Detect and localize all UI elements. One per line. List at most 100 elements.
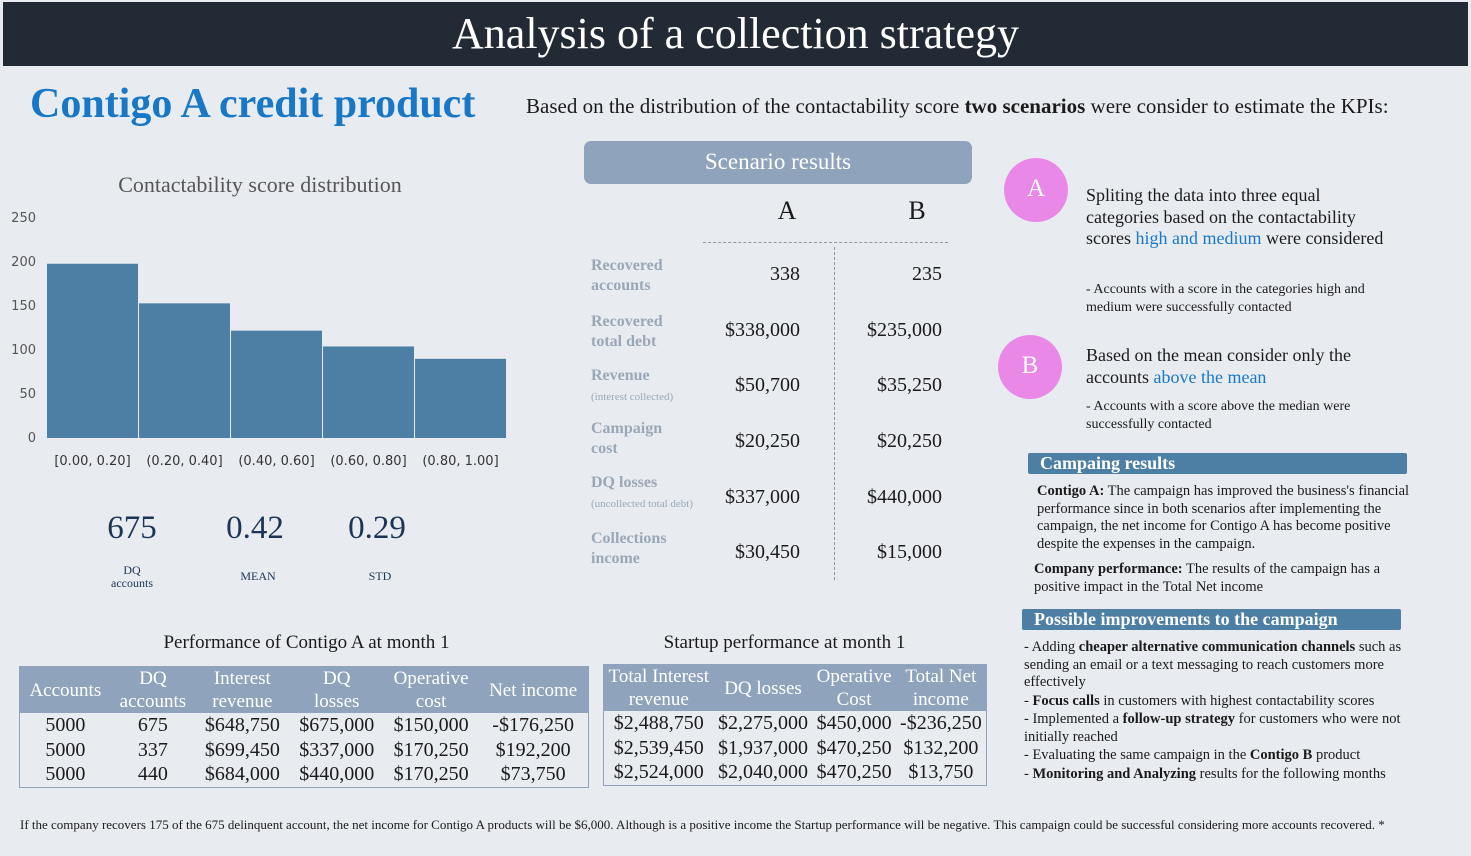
scenario-a-text-1: Spliting the data into three equal categ… bbox=[1086, 185, 1356, 248]
table-cell: $675,000 bbox=[299, 714, 375, 736]
scenario-row-label-2: income bbox=[591, 550, 640, 567]
perf-col-header-2: cost bbox=[415, 691, 447, 712]
histogram-bar bbox=[47, 263, 138, 438]
scenario-a-value: $20,250 bbox=[735, 430, 800, 452]
table-row: 5000 675 $648,750 $675,000 $150,000 -$17… bbox=[20, 713, 589, 738]
scenario-row-sub: (uncollected total debt) bbox=[591, 498, 694, 510]
improvement-bold: Monitoring and Analyzing bbox=[1032, 765, 1197, 782]
startup-col-header: DQ losses bbox=[713, 664, 813, 711]
perf-col-header-1: Operative bbox=[393, 668, 469, 689]
scenario-b-value: $15,000 bbox=[877, 541, 942, 563]
startup-table-header-row: Total Interest revenue DQ losses Operativ… bbox=[603, 664, 987, 711]
perf-table-header-row: Accounts DQ accounts Interest revenue DQ lo… bbox=[19, 666, 589, 713]
x-tick-label: (0.60, 0.80] bbox=[330, 454, 406, 469]
scenario-b-value: $235,000 bbox=[867, 319, 942, 341]
table-row: 5000 337 $699,450 $337,000 $170,250 $192… bbox=[20, 738, 589, 763]
startup-col-header-1: Operative bbox=[816, 666, 892, 687]
perf-table-title: Performance of Contigo A at month 1 bbox=[163, 632, 450, 653]
scenario-header: Scenario results bbox=[584, 141, 972, 184]
perf-col-header-1: Net income bbox=[489, 679, 578, 701]
campaign-results-title: Campaing results bbox=[1028, 453, 1407, 474]
table-cell: 440 bbox=[137, 763, 168, 785]
stat-dq-label: DQ accounts bbox=[72, 564, 192, 590]
campaign-contigo-body: The campaign has improved the business's… bbox=[1037, 483, 1410, 552]
footnote: If the company recovers 175 of the 675 d… bbox=[20, 817, 1385, 832]
table-cell: $2,539,450 bbox=[613, 736, 704, 759]
scenario-row-label-1: Recovered bbox=[591, 257, 663, 274]
startup-col-header: Total Net income bbox=[895, 664, 987, 711]
scenario-row-label-1: Recovered bbox=[591, 313, 663, 330]
table-cell: $1,937,000 bbox=[718, 736, 808, 759]
y-tick-label: 0 bbox=[28, 431, 36, 446]
chart-title: Contactability score distribution bbox=[118, 172, 402, 197]
scenario-a-text-2: were considered bbox=[1261, 228, 1384, 248]
perf-col-header-1: DQ bbox=[139, 668, 167, 689]
scenario-a-text: Spliting the data into three equal categ… bbox=[1086, 185, 1396, 250]
startup-table: Total Interest revenue DQ losses Operativ… bbox=[603, 664, 987, 786]
perf-table: Accounts DQ accounts Interest revenue DQ lo… bbox=[19, 666, 589, 788]
scenario-b-value: $20,250 bbox=[877, 430, 942, 452]
improvement-item: - Implemented a follow-up strategy for c… bbox=[1024, 711, 1434, 746]
scenario-row-label-1: Collections bbox=[591, 530, 667, 547]
improvement-item: - Evaluating the same campaign in the Co… bbox=[1024, 747, 1434, 765]
improvement-bold: Contigo B bbox=[1249, 747, 1313, 763]
table-cell: $192,200 bbox=[495, 738, 571, 761]
scenario-a-value: $50,700 bbox=[735, 374, 800, 396]
table-cell: $132,200 bbox=[903, 736, 979, 759]
improvement-post: for customers who were not initially rea… bbox=[1024, 711, 1401, 745]
scenario-row-label: Recovered total debt bbox=[591, 312, 663, 352]
table-cell: $440,000 bbox=[299, 763, 375, 785]
table-cell: $699,450 bbox=[204, 738, 280, 761]
y-tick-label: 100 bbox=[11, 343, 36, 358]
table-cell: $73,750 bbox=[500, 763, 566, 785]
histogram-bar bbox=[323, 346, 414, 438]
perf-col-header: Accounts bbox=[19, 666, 111, 713]
scenario-a-value: $338,000 bbox=[725, 319, 800, 341]
scenario-row-label-1: DQ losses bbox=[591, 474, 658, 491]
scenario-b-value: 235 bbox=[912, 263, 942, 285]
x-tick-label: (0.20, 0.40] bbox=[146, 454, 222, 469]
scenario-row-label-2: cost bbox=[591, 440, 618, 457]
histogram-bar bbox=[231, 330, 322, 438]
x-tick-label: (0.40, 0.60] bbox=[238, 454, 314, 469]
startup-col-header-1: Total Net bbox=[905, 666, 977, 687]
scenario-row-label: Collections income bbox=[591, 529, 667, 569]
scenario-b-text: Based on the mean consider only the acco… bbox=[1086, 345, 1386, 388]
table-cell: $2,040,000 bbox=[718, 761, 808, 783]
improvement-bold: follow-up strategy bbox=[1122, 711, 1236, 727]
y-tick-label: 200 bbox=[11, 255, 36, 270]
table-cell: 5000 bbox=[45, 714, 86, 736]
improvement-post: product bbox=[1312, 747, 1361, 763]
stat-dq-label-2: accounts bbox=[111, 576, 153, 590]
product-title: Contigo A credit product bbox=[30, 81, 476, 127]
histogram-bar bbox=[415, 358, 506, 438]
table-row: $2,539,450 $1,937,000 $470,250 $132,200 bbox=[604, 736, 987, 761]
page-header: Analysis of a collection strategy bbox=[3, 2, 1468, 66]
scenario-b-text-1: Based on the mean consider only the acco… bbox=[1086, 345, 1351, 387]
scenario-row-label-2: total debt bbox=[591, 333, 657, 350]
table-cell: $450,000 bbox=[816, 712, 892, 734]
table-row: $2,524,000 $2,040,000 $470,250 $13,750 bbox=[604, 760, 987, 785]
startup-col-header-1: DQ losses bbox=[724, 677, 802, 699]
perf-col-header-1: Interest bbox=[213, 668, 271, 689]
y-tick-label: 50 bbox=[19, 387, 36, 402]
table-cell: 337 bbox=[137, 738, 168, 761]
stat-std-label: STD bbox=[368, 569, 392, 583]
improvement-item: - Monitoring and Analyzing results for t… bbox=[1024, 766, 1434, 784]
scenario-row-label: DQ losses (uncollected total debt) bbox=[591, 473, 693, 514]
table-cell: $470,250 bbox=[816, 736, 892, 759]
startup-col-header-2: revenue bbox=[628, 689, 689, 710]
scenario-b-value: $440,000 bbox=[867, 486, 942, 508]
histogram-bar bbox=[139, 303, 230, 438]
scenario-b-note: - Accounts with a score above the median… bbox=[1086, 399, 1351, 432]
table-cell: $470,250 bbox=[816, 761, 892, 783]
perf-col-header-1: Accounts bbox=[29, 679, 102, 701]
y-tick-label: 250 bbox=[11, 211, 36, 226]
scenario-a-highlight: high and medium bbox=[1135, 228, 1262, 248]
campaign-contigo-text: Contigo A: The campaign has improved the… bbox=[1037, 483, 1427, 553]
improvement-pre: - bbox=[1024, 765, 1033, 782]
intro-before: Based on the distribution of the contact… bbox=[526, 94, 965, 118]
perf-col-header-1: DQ bbox=[322, 668, 351, 689]
table-cell: $2,488,750 bbox=[613, 712, 704, 734]
improvement-item: - Focus calls in customers with highest … bbox=[1024, 693, 1434, 711]
